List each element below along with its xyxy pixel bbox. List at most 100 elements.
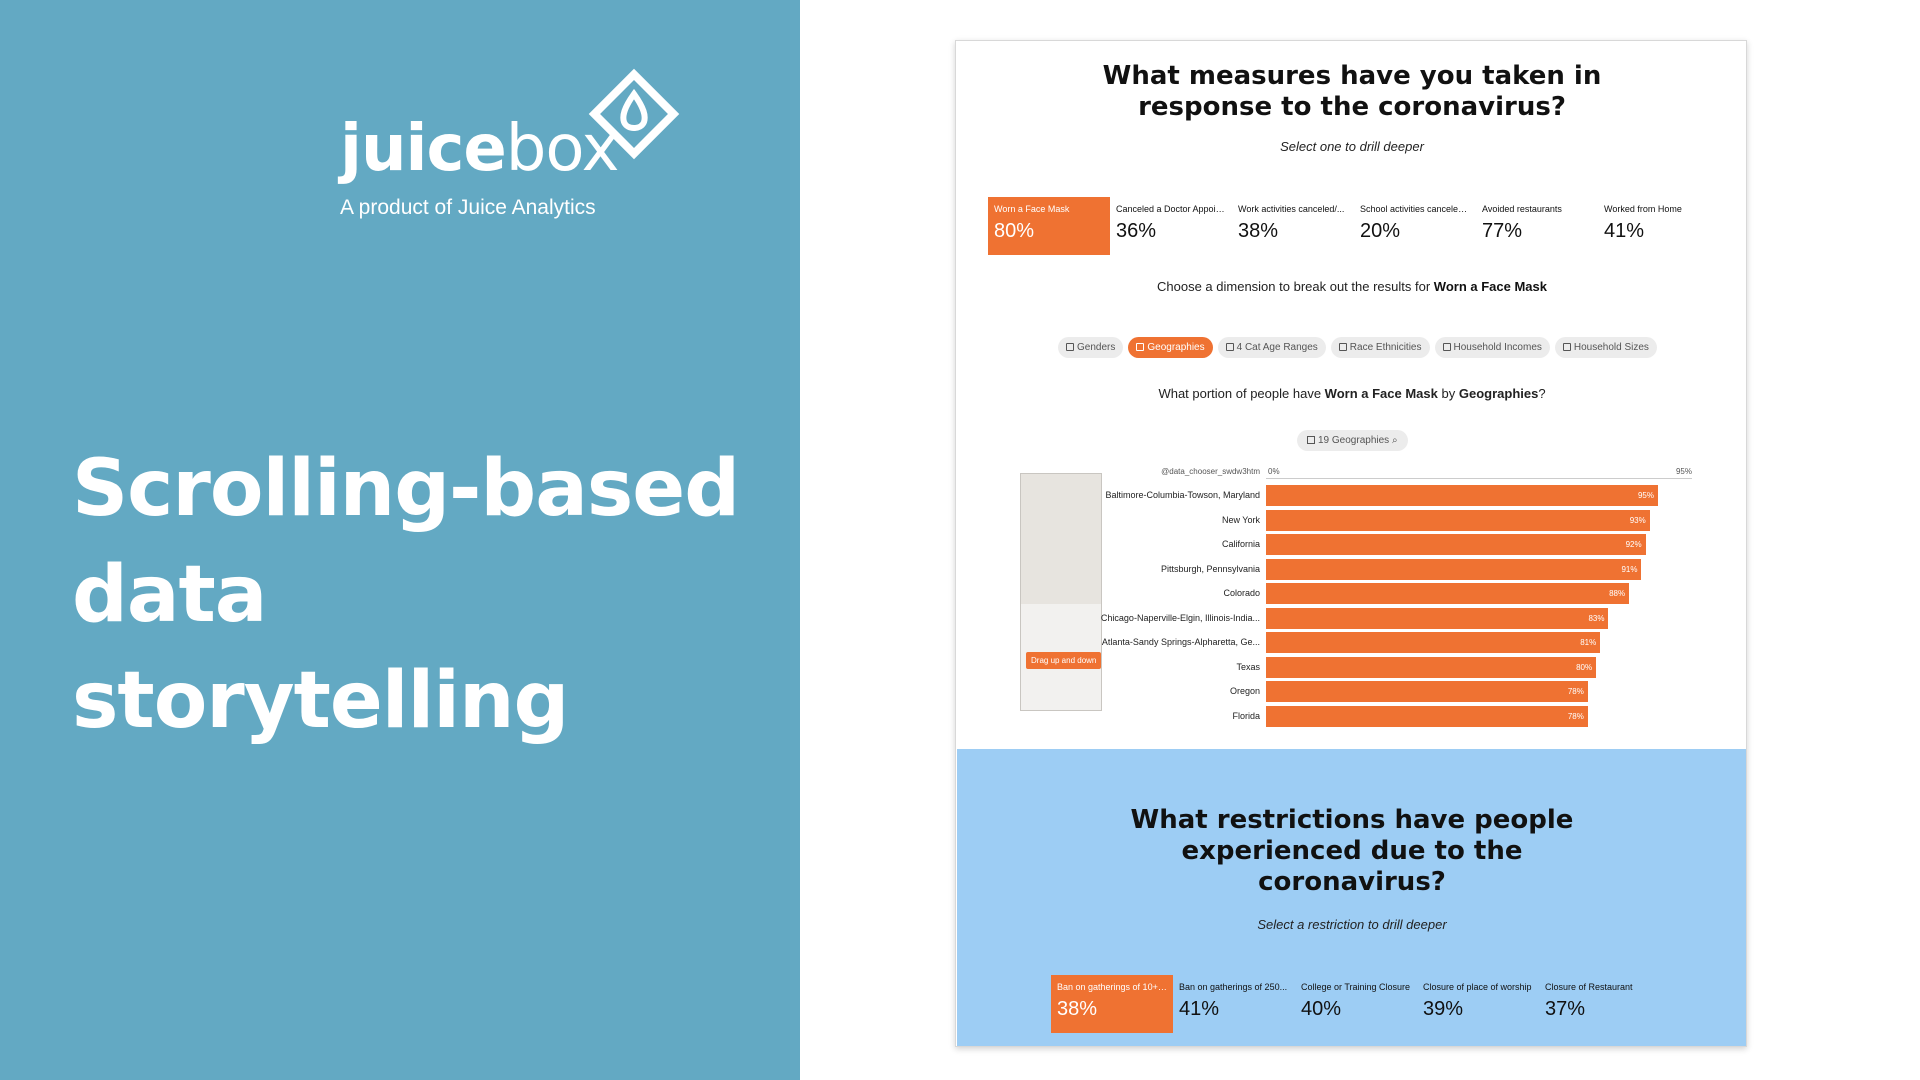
choose-prefix: Choose a dimension to break out the resu… (1157, 279, 1431, 294)
portion-measure: Worn a Face Mask (1324, 386, 1438, 401)
metric-work-canceled[interactable]: Work activities canceled/... 38% (1232, 197, 1354, 255)
pill-household-sizes[interactable]: Household Sizes (1554, 337, 1657, 358)
section1-title-line1: What measures have you taken in (1102, 61, 1602, 91)
choose-dimension-text: Choose a dimension to break out the resu… (956, 279, 1746, 294)
metric-label: Closure of place of worship (1423, 982, 1532, 992)
section2-title: What restrictions have people experience… (957, 805, 1746, 898)
axis-min-label: 0% (1268, 467, 1280, 476)
bar-value-label: 78% (1567, 711, 1584, 721)
metric-value: 77% (1482, 220, 1523, 242)
checkbox-icon (1136, 343, 1145, 351)
axis-max-label: 95% (1675, 467, 1692, 476)
bar-category-label: California (1221, 539, 1260, 549)
metric-label: Worn a Face Mask (994, 204, 1070, 214)
pill-label: Household Incomes (1453, 342, 1542, 353)
bar[interactable] (1266, 632, 1601, 653)
pill-label: Household Sizes (1573, 342, 1649, 353)
metric-restaurant-closure[interactable]: Closure of Restaurant 37% (1539, 975, 1661, 1033)
axis-line (1266, 478, 1692, 479)
bar[interactable] (1266, 485, 1658, 506)
metric-value: 38% (1057, 998, 1098, 1020)
metric-college-closure[interactable]: College or Training Closure 40% (1295, 975, 1417, 1033)
bar-category-label: New York (1221, 514, 1260, 525)
pill-race-ethnicities[interactable]: Race Ethnicities (1330, 337, 1430, 358)
metric-value: 20% (1360, 220, 1401, 242)
pill-label: Geographies (1147, 342, 1205, 353)
metric-label: Canceled a Doctor Appoin... (1116, 204, 1226, 214)
metric-label: Worked from Home (1604, 204, 1682, 214)
geographies-filter-chip[interactable]: 19 Geographies ⌕ (1297, 430, 1408, 451)
headline: Scrolling-based data storytelling (72, 436, 772, 754)
metric-school-canceled[interactable]: School activities canceled... 20% (1354, 197, 1476, 255)
bar-value-label: 95% (1637, 491, 1654, 500)
bar[interactable] (1266, 705, 1588, 727)
portion-suffix: ? (1538, 386, 1546, 401)
metric-value: 41% (1179, 998, 1220, 1020)
section1-title-line2: response to the coronavirus? (1138, 92, 1566, 122)
headline-line1: Scrolling-based (72, 444, 740, 534)
bar-category-label: Colorado (1223, 588, 1260, 598)
metric-worship-closure[interactable]: Closure of place of worship 39% (1417, 975, 1539, 1033)
bar-category-label: Chicago-Naperville-Elgin, Illinois-India… (1100, 612, 1260, 623)
bar-category-label: Baltimore-Columbia-Towson, Maryland (1105, 490, 1260, 500)
metric-value: 38% (1238, 220, 1279, 242)
metric-worked-from-home[interactable]: Worked from Home 41% (1598, 197, 1720, 255)
metric-label: Closure of Restaurant (1545, 982, 1633, 992)
portion-mid: by (1441, 386, 1456, 401)
bar[interactable] (1266, 656, 1597, 678)
bar[interactable] (1266, 681, 1588, 702)
pill-household-incomes[interactable]: Household Incomes (1434, 337, 1550, 358)
bar-value-label: 80% (1576, 662, 1593, 672)
section2-title-line3: coronavirus? (1258, 867, 1446, 897)
bar[interactable] (1266, 534, 1646, 555)
pill-age-ranges[interactable]: 4 Cat Age Ranges (1217, 337, 1326, 358)
restrictions-metric-row: Ban on gatherings of 10+ ... 38% Ban on … (1051, 975, 1746, 1033)
bar-category-label: Atlanta-Sandy Springs-Alpharetta, Ge... (1101, 637, 1260, 647)
bar[interactable] (1266, 607, 1609, 629)
search-icon: ⌕ (1391, 435, 1398, 446)
metric-label: College or Training Closure (1301, 982, 1411, 992)
metric-ban-10[interactable]: Ban on gatherings of 10+ ... 38% (1051, 975, 1173, 1033)
bar-category-label: Oregon (1229, 686, 1260, 696)
pill-geographies[interactable]: Geographies (1128, 337, 1213, 358)
metric-label: Ban on gatherings of 10+ ... (1057, 982, 1167, 992)
checkbox-icon (1066, 343, 1074, 351)
bar-value-label: 92% (1625, 540, 1642, 549)
checkbox-icon (1307, 436, 1315, 444)
metric-value: 37% (1545, 998, 1586, 1020)
portion-prefix: What portion of people have (1158, 386, 1322, 401)
section2-title-line2: experienced due to the (1181, 836, 1523, 866)
bar-value-label: 83% (1588, 613, 1605, 623)
metric-value: 41% (1604, 220, 1645, 242)
metric-avoided-restaurants[interactable]: Avoided restaurants 77% (1476, 197, 1598, 255)
metric-ban-250[interactable]: Ban on gatherings of 250... 41% (1173, 975, 1295, 1033)
story-preview-card: What measures have you taken in response… (955, 40, 1747, 1047)
bar[interactable] (1266, 558, 1642, 580)
measures-metric-row: Worn a Face Mask 80% Canceled a Doctor A… (988, 197, 1728, 255)
section2-subtitle: Select a restriction to drill deeper (1257, 917, 1447, 932)
metric-canceled-doctor[interactable]: Canceled a Doctor Appoin... 36% (1110, 197, 1232, 255)
bar-category-label: Pittsburgh, Pennsylvania (1160, 563, 1260, 574)
pill-label: Genders (1077, 342, 1116, 353)
checkbox-icon (1338, 343, 1347, 351)
bar-value-label: 93% (1629, 515, 1646, 525)
metric-label: Ban on gatherings of 250... (1179, 982, 1288, 992)
drag-hint-tooltip[interactable]: Drag up and down (1026, 652, 1102, 669)
section1-subtitle: Select one to drill deeper (1280, 139, 1424, 154)
section1-title: What measures have you taken in response… (956, 61, 1746, 123)
pill-genders[interactable]: Genders (1058, 337, 1124, 358)
bar-value-label: 81% (1580, 638, 1597, 647)
metric-worn-face-mask[interactable]: Worn a Face Mask 80% (988, 197, 1110, 255)
geo-chip-label: 19 Geographies (1318, 435, 1390, 446)
bar[interactable] (1266, 509, 1650, 531)
metric-value: 36% (1116, 220, 1157, 242)
bar-value-label: 88% (1609, 589, 1626, 598)
restrictions-section: What restrictions have people experience… (957, 749, 1746, 1046)
metric-label: School activities canceled... (1360, 204, 1470, 214)
left-panel: juicebox A product of Juice Analytics Sc… (0, 0, 800, 1080)
section2-title-line1: What restrictions have people (1130, 805, 1574, 835)
metric-label: Work activities canceled/... (1238, 204, 1345, 214)
pill-label: 4 Cat Age Ranges (1236, 342, 1318, 353)
bar[interactable] (1266, 583, 1630, 604)
tagline: A product of Juice Analytics (340, 196, 596, 219)
